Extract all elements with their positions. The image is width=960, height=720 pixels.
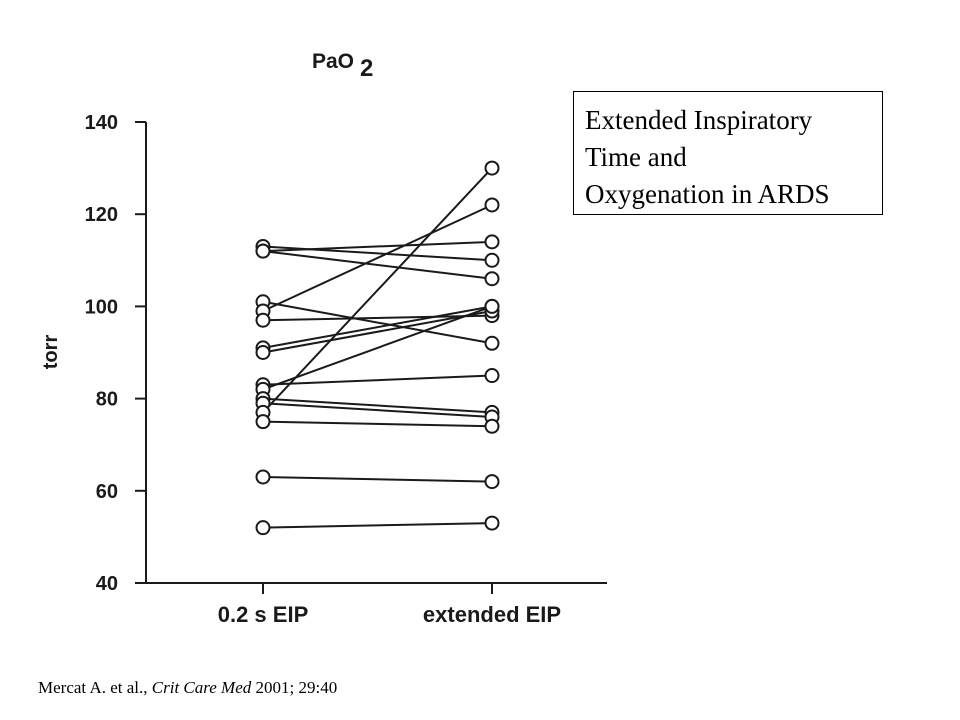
data-point xyxy=(484,234,500,250)
y-tick-label: 40 xyxy=(96,573,118,595)
series-line-13 xyxy=(262,167,493,414)
x-category-label: 0.2 s EIP xyxy=(218,602,309,627)
data-point xyxy=(484,335,500,351)
info-box-line: Time and xyxy=(585,142,687,172)
chart-title: PaO 2 xyxy=(312,50,373,82)
chart-title-subscript: 2 xyxy=(360,55,373,82)
series-line-15 xyxy=(262,475,493,483)
chart-title-main: PaO xyxy=(312,50,354,73)
citation-journal: Crit Care Med xyxy=(151,678,252,697)
series-line-5 xyxy=(262,204,493,312)
data-point xyxy=(484,271,500,287)
y-tick-label: 100 xyxy=(85,296,118,318)
y-tick-label: 120 xyxy=(85,204,118,226)
series-line-16 xyxy=(262,522,493,529)
x-category-label: extended EIP xyxy=(423,602,561,627)
series-line-6 xyxy=(262,314,493,322)
data-point xyxy=(484,252,500,268)
data-point xyxy=(484,474,500,490)
data-point xyxy=(255,312,271,328)
data-point xyxy=(484,298,500,314)
series-line-11 xyxy=(262,397,493,414)
y-tick-label: 60 xyxy=(96,481,118,503)
series-line-10 xyxy=(262,305,493,391)
data-point xyxy=(484,418,500,434)
data-point xyxy=(255,520,271,536)
data-point xyxy=(484,515,500,531)
x-ticks: 0.2 s EIP extended EIP xyxy=(218,583,561,627)
info-box-line: Oxygenation in ARDS xyxy=(585,179,830,209)
citation-details: 2001; 29:40 xyxy=(251,678,338,697)
series-line-12 xyxy=(262,402,493,419)
series-line-8 xyxy=(262,310,493,354)
y-tick-label: 140 xyxy=(85,112,118,134)
data-point xyxy=(255,345,271,360)
data-point xyxy=(484,368,500,384)
series-line-7 xyxy=(262,305,493,349)
info-box-line: Extended Inspiratory xyxy=(585,105,813,135)
series-line-4 xyxy=(262,300,493,345)
series-lines xyxy=(262,167,493,529)
series-line-3 xyxy=(262,250,493,280)
y-ticks: 40 60 80 100 120 140 xyxy=(85,112,146,595)
series-line-2 xyxy=(262,240,493,253)
series-line-14 xyxy=(262,420,493,428)
data-point xyxy=(255,469,271,485)
citation-authors: Mercat A. et al., xyxy=(38,678,152,697)
data-point xyxy=(484,160,500,176)
data-point xyxy=(484,197,500,213)
info-box: Extended Inspiratory Time and Oxygenatio… xyxy=(573,91,883,215)
citation: Mercat A. et al., Crit Care Med 2001; 29… xyxy=(38,678,337,698)
axes xyxy=(145,122,607,584)
data-point xyxy=(255,414,271,430)
series-points xyxy=(255,160,500,536)
y-axis-title: torr xyxy=(40,335,62,370)
data-point xyxy=(255,243,271,259)
series-line-9 xyxy=(262,374,493,386)
y-tick-label: 80 xyxy=(96,389,118,411)
